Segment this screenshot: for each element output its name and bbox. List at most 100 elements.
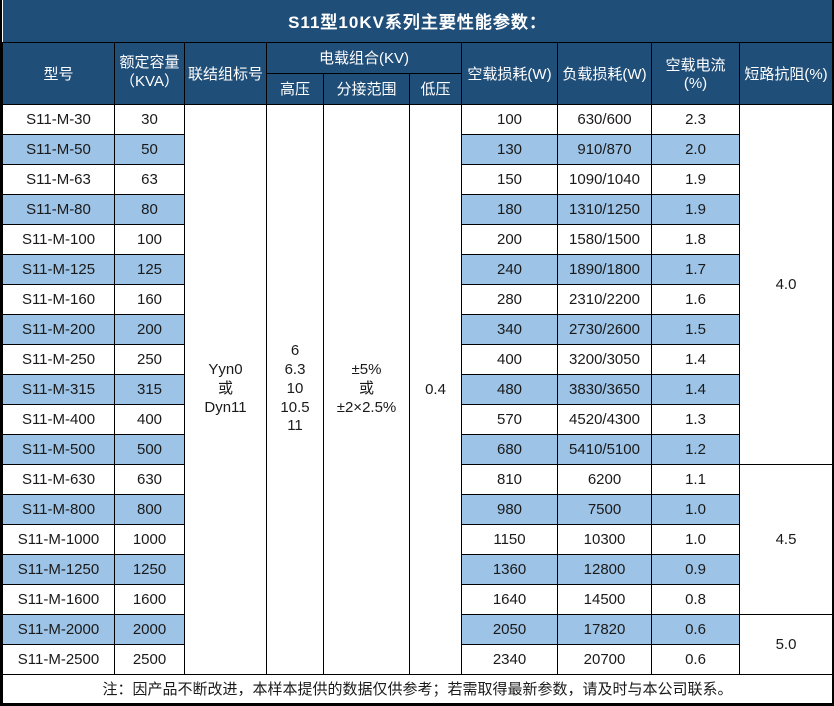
load-loss-cell: 910/870: [557, 133, 652, 165]
no-load-loss-cell: 680: [461, 433, 558, 465]
no-load-loss-cell: 180: [461, 193, 558, 225]
capacity-cell: 250: [114, 343, 185, 375]
model-cell: S11-M-200: [2, 313, 115, 345]
table-row: S11-M-315 315 480 3830/3650 1.4: [2, 373, 833, 405]
model-cell: S11-M-1000: [2, 523, 115, 555]
low-voltage-cell: 0.4: [409, 103, 462, 675]
load-loss-cell: 12800: [557, 553, 652, 585]
header-impedance: 短路抗阻(%): [738, 41, 832, 105]
no-load-current-cell: 2.3: [651, 103, 740, 135]
capacity-cell: 315: [114, 373, 185, 405]
table-row: S11-M-30 30 Yyn0 或 Dyn11 6 6.3 10 10.5 1…: [2, 103, 832, 675]
no-load-current-cell: 0.6: [651, 643, 740, 675]
note-row: 注：因产品不断改进，本样本提供的数据仅供参考；若需取得最新参数，请及时与本公司联…: [2, 673, 832, 704]
no-load-loss-cell: 240: [461, 253, 558, 285]
no-load-loss-cell: 200: [461, 223, 558, 255]
model-cell: S11-M-2000: [2, 613, 115, 645]
no-load-current-cell: 1.0: [651, 523, 740, 555]
header-row-1: 型号 额定容量 （KVA） 联结组标号 电载组合(KV) 空载损耗(W) 负载损…: [2, 41, 832, 105]
capacity-cell: 160: [114, 283, 185, 315]
no-load-loss-cell: 150: [461, 163, 558, 195]
load-loss-cell: 1890/1800: [557, 253, 652, 285]
table-row: S11-M-125 125 240 1890/1800 1.7: [2, 253, 833, 285]
load-loss-cell: 630/600: [557, 103, 652, 135]
model-cell: S11-M-500: [2, 433, 115, 465]
no-load-current-cell: 0.8: [651, 583, 740, 615]
no-load-loss-cell: 1150: [461, 523, 558, 555]
table-row: S11-M-800 800 980 7500 1.0: [2, 493, 833, 525]
header-connection: 联结组标号: [184, 41, 267, 105]
capacity-cell: 630: [114, 463, 185, 495]
no-load-loss-cell: 1640: [461, 583, 558, 615]
model-cell: S11-M-160: [2, 283, 115, 315]
load-loss-cell: 3830/3650: [557, 373, 652, 405]
table-row: S11-M-63 63 150 1090/1040 1.9: [2, 163, 833, 195]
model-cell: S11-M-1250: [2, 553, 115, 585]
model-cell: S11-M-800: [2, 493, 115, 525]
header-tap-range: 分接范围: [323, 72, 410, 105]
impedance-cell: 4.5: [738, 463, 832, 615]
load-loss-cell: 1090/1040: [557, 163, 652, 195]
capacity-cell: 80: [114, 193, 185, 225]
table-row: S11-M-2500 2500 2340 20700 0.6: [2, 643, 833, 675]
model-cell: S11-M-125: [2, 253, 115, 285]
table-row: S11-M-200 200 340 2730/2600 1.5: [2, 313, 833, 345]
no-load-loss-cell: 2050: [461, 613, 558, 645]
capacity-cell: 200: [114, 313, 185, 345]
load-loss-cell: 17820: [557, 613, 652, 645]
load-loss-cell: 14500: [557, 583, 652, 615]
load-loss-cell: 4520/4300: [557, 403, 652, 435]
table-row: S11-M-1600 1600 1640 14500 0.8: [2, 583, 833, 615]
tap-range-cell: ±5% 或 ±2×2.5%: [323, 103, 410, 675]
model-cell: S11-M-100: [2, 223, 115, 255]
footer-note: 注：因产品不断改进，本样本提供的数据仅供参考；若需取得最新参数，请及时与本公司联…: [2, 673, 832, 704]
load-loss-cell: 7500: [557, 493, 652, 525]
page-title: S11型10KV系列主要性能参数：: [2, 0, 832, 43]
table-row: S11-M-400 400 570 4520/4300 1.3: [2, 403, 833, 435]
no-load-current-cell: 1.1: [651, 463, 740, 495]
table-row: S11-M-80 80 180 1310/1250 1.9: [2, 193, 833, 225]
no-load-current-cell: 1.4: [651, 343, 740, 375]
header-voltage-combo: 电载组合(KV): [266, 41, 462, 74]
no-load-current-cell: 1.9: [651, 193, 740, 225]
table-row: S11-M-250 250 400 3200/3050 1.4: [2, 343, 833, 375]
capacity-cell: 1000: [114, 523, 185, 555]
no-load-loss-cell: 400: [461, 343, 558, 375]
no-load-loss-cell: 810: [461, 463, 558, 495]
no-load-loss-cell: 480: [461, 373, 558, 405]
model-cell: S11-M-63: [2, 163, 115, 195]
capacity-cell: 1600: [114, 583, 185, 615]
no-load-loss-cell: 570: [461, 403, 558, 435]
model-cell: S11-M-400: [2, 403, 115, 435]
table-row: S11-M-500 500 680 5410/5100 1.2: [2, 433, 833, 465]
no-load-current-cell: 1.7: [651, 253, 740, 285]
capacity-cell: 125: [114, 253, 185, 285]
load-loss-cell: 1310/1250: [557, 193, 652, 225]
no-load-loss-cell: 280: [461, 283, 558, 315]
header-load-loss: 负载损耗(W): [557, 41, 652, 105]
no-load-current-cell: 1.0: [651, 493, 740, 525]
model-cell: S11-M-1600: [2, 583, 115, 615]
header-no-load-loss: 空载损耗(W): [461, 41, 558, 105]
capacity-cell: 500: [114, 433, 185, 465]
no-load-loss-cell: 340: [461, 313, 558, 345]
connection-cell: Yyn0 或 Dyn11: [184, 103, 267, 675]
no-load-current-cell: 1.2: [651, 433, 740, 465]
model-cell: S11-M-50: [2, 133, 115, 165]
load-loss-cell: 2310/2200: [557, 283, 652, 315]
header-low-voltage: 低压: [409, 72, 462, 105]
no-load-loss-cell: 980: [461, 493, 558, 525]
model-cell: S11-M-30: [2, 103, 115, 135]
header-high-voltage: 高压: [266, 72, 324, 105]
model-cell: S11-M-2500: [2, 643, 115, 675]
no-load-current-cell: 1.6: [651, 283, 740, 315]
header-capacity: 额定容量 （KVA）: [114, 41, 185, 105]
load-loss-cell: 2730/2600: [557, 313, 652, 345]
header-no-load-current: 空载电流(%): [651, 41, 740, 105]
high-voltage-cell: 6 6.3 10 10.5 11: [266, 103, 324, 675]
no-load-current-cell: 1.9: [651, 163, 740, 195]
table-row: S11-M-630 630 810 6200 1.1 4.5: [2, 463, 832, 615]
no-load-loss-cell: 130: [461, 133, 558, 165]
no-load-current-cell: 1.8: [651, 223, 740, 255]
